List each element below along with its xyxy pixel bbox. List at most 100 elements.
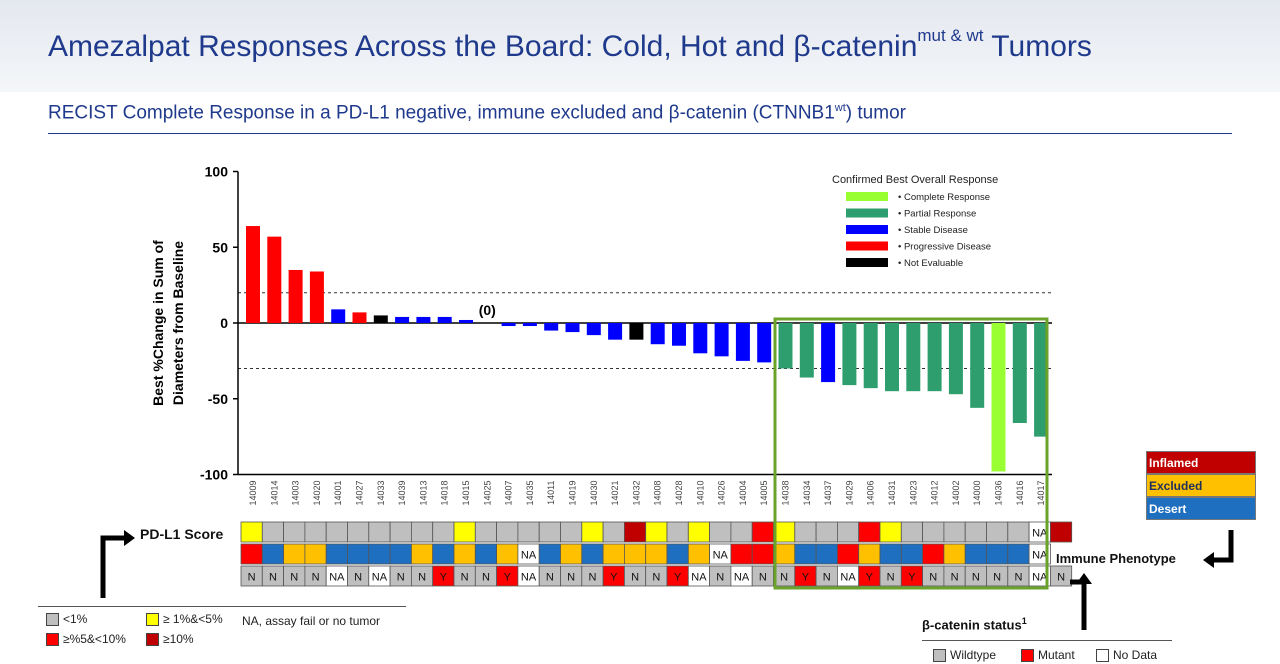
x-tick-label: 14023 [908, 481, 918, 506]
grid-cell-label: N [972, 572, 980, 584]
legend-swatch [846, 241, 888, 251]
grid-cell [751, 543, 774, 565]
grid-cell [666, 543, 689, 565]
legend-swatch [846, 258, 888, 267]
bar [650, 323, 665, 345]
grid-cell-label: NA [734, 572, 750, 584]
arrow-icon [1076, 573, 1092, 584]
grid-cell [879, 543, 902, 565]
x-tick-label: 14014 [269, 481, 279, 506]
grid-cell-label: N [823, 572, 831, 584]
grid-cell-label: N [418, 572, 426, 584]
grid-cell-label: N [546, 572, 554, 584]
grid-cell [283, 521, 306, 543]
bar [586, 323, 601, 336]
grid-cell-label: NA [713, 550, 729, 562]
x-tick-label: 14012 [930, 481, 940, 506]
legend-label: • Stable Disease [898, 225, 968, 236]
grid-cell-label: N [652, 572, 660, 584]
grid-cell [900, 543, 923, 565]
grid-cell [837, 543, 860, 565]
grid-cell [496, 521, 519, 543]
grid-cell [304, 543, 327, 565]
arrow-icon [1070, 579, 1087, 630]
legend-label: • Complete Response [898, 192, 990, 203]
x-tick-label: 14030 [589, 481, 599, 506]
x-tick-label: 14015 [461, 481, 471, 506]
arrow-icon [1212, 530, 1234, 563]
x-tick-label: 14034 [802, 481, 812, 506]
legend-swatch [846, 208, 888, 218]
x-tick-label: 14002 [951, 481, 961, 506]
x-tick-label: 14032 [631, 481, 641, 506]
bar [395, 316, 410, 323]
grid-cell [858, 521, 881, 543]
bar [1012, 323, 1027, 423]
catenin-row-label: β-catenin status1 [922, 616, 1027, 633]
grid-cell-label: N [780, 572, 788, 584]
grid-cell [645, 543, 668, 565]
bar [352, 312, 367, 323]
bar [906, 323, 921, 392]
grid-cell [922, 543, 945, 565]
x-tick-label: 14017 [1036, 481, 1046, 506]
y-tick-label: -50 [208, 391, 228, 407]
bar [672, 323, 686, 346]
grid-cell [283, 543, 306, 565]
x-tick-label: 14009 [248, 481, 258, 506]
page-title: Amezalpat Responses Across the Board: Co… [48, 26, 1092, 63]
grid-cell-label: N [354, 572, 362, 584]
grid-cell [240, 521, 263, 543]
x-tick-label: 14020 [312, 481, 322, 506]
grid-cell [1050, 565, 1073, 587]
grid-cell-label: N [887, 572, 895, 584]
y-tick-label: -100 [200, 467, 228, 483]
grid-cell [410, 543, 434, 565]
bar [842, 323, 857, 386]
grid-cell [666, 521, 689, 543]
pdl1-legend-ge1: ≥ 1%&<5% [146, 612, 223, 627]
x-tick-label: 14027 [355, 481, 365, 506]
bar [459, 319, 473, 323]
grid-cell-label: Y [802, 572, 810, 584]
x-tick-label: 14019 [568, 481, 578, 506]
bar [821, 323, 836, 383]
y-tick-label: 50 [212, 239, 228, 255]
grid-cell [709, 521, 732, 543]
grid-cell-label: N [951, 572, 959, 584]
grid-cell [837, 521, 860, 543]
subtitle-divider [48, 133, 1232, 134]
grid-cell-label: NA [521, 550, 537, 562]
grid-cell [794, 521, 817, 543]
x-tick-label: 14031 [887, 481, 897, 506]
grid-cell-label: N [588, 572, 596, 584]
bar [885, 323, 899, 392]
page-subtitle: RECIST Complete Response in a PD-L1 nega… [48, 102, 906, 124]
grid-cell-label: Y [908, 572, 916, 584]
pdl1-legend-na: NA, assay fail or no tumor [242, 614, 381, 628]
grid-cell-label: N [716, 572, 724, 584]
grid-cell [474, 543, 497, 565]
grid-cell-label: NA [1032, 572, 1048, 584]
bar [246, 226, 260, 323]
bar [799, 323, 814, 378]
grid-cell [581, 543, 604, 565]
grid-cell [325, 521, 348, 543]
x-tick-label: 14033 [376, 481, 386, 506]
grid-cell-label: NA [1032, 550, 1048, 562]
grid-cell [645, 521, 668, 543]
phenotype-legend-excluded: Excluded [1146, 474, 1256, 497]
grid-cell [773, 521, 796, 543]
arrow-icon [100, 535, 126, 598]
grid-cell [1007, 521, 1030, 543]
grid-cell-label: N [1057, 572, 1065, 584]
grid-cell-label: N [631, 572, 639, 584]
grid-cell [602, 521, 625, 543]
y-tick-label: 100 [205, 164, 229, 180]
grid-cell [1050, 521, 1073, 543]
grid-cell [815, 521, 838, 543]
grid-cell [240, 543, 263, 565]
bar [501, 323, 516, 327]
grid-cell [347, 521, 370, 543]
